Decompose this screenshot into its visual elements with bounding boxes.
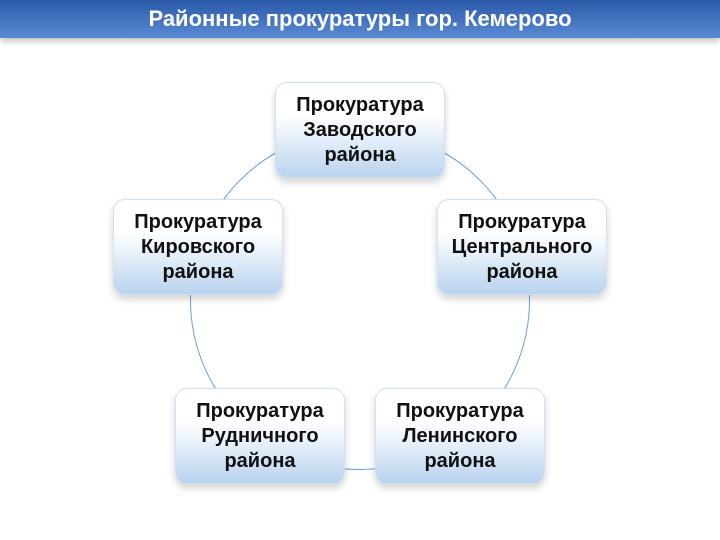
cycle-node-label: Прокуратура Заводского района [282, 93, 438, 168]
cycle-node-label: Прокуратура Рудничного района [182, 399, 338, 474]
cycle-node-1: Прокуратура Центрального района [437, 199, 607, 295]
cycle-node-4: Прокуратура Кировского района [113, 199, 283, 295]
cycle-node-2: Прокуратура Ленинского района [375, 388, 545, 484]
title-bar: Районные прокуратуры гор. Кемерово [0, 0, 720, 38]
cycle-node-3: Прокуратура Рудничного района [175, 388, 345, 484]
page-title: Районные прокуратуры гор. Кемерово [148, 6, 571, 32]
cycle-diagram: Прокуратура Заводского районаПрокуратура… [0, 38, 720, 540]
cycle-node-0: Прокуратура Заводского района [275, 82, 445, 178]
cycle-node-label: Прокуратура Кировского района [120, 210, 276, 285]
cycle-node-label: Прокуратура Центрального района [444, 210, 600, 285]
cycle-node-label: Прокуратура Ленинского района [382, 399, 538, 474]
